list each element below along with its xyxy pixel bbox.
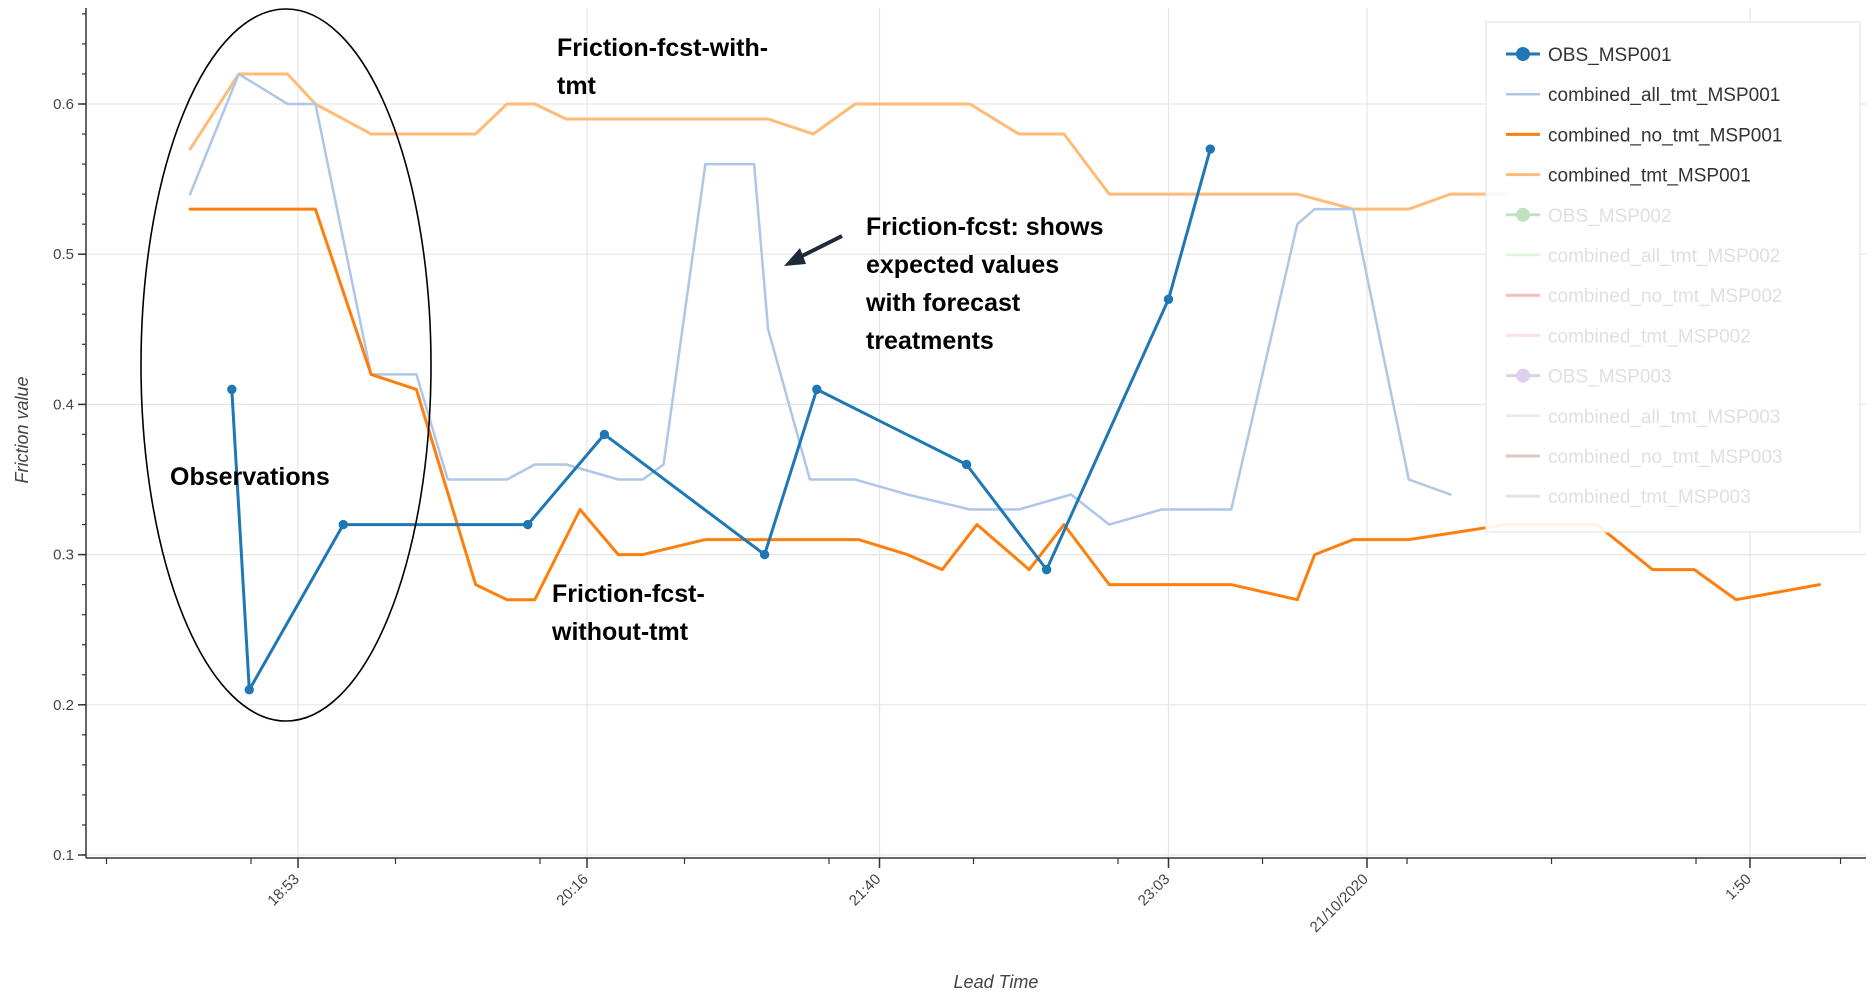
data-point-OBS_MSP001: [759, 549, 770, 560]
annotation-line: Friction-fcst-with-: [557, 34, 768, 62]
annotation-line: tmt: [557, 72, 597, 100]
series-line-combined_tmt_MSP001: [188, 72, 1508, 211]
legend-item-combined_no_tmt_MSP002[interactable]: combined_no_tmt_MSP002: [1506, 286, 1782, 307]
data-point-OBS_MSP001: [1163, 294, 1174, 304]
legend-item-combined_no_tmt_MSP001[interactable]: combined_no_tmt_MSP001: [1506, 125, 1782, 146]
annotation-arrow-head: [784, 248, 806, 266]
y-tick-label: 0.1: [53, 847, 74, 864]
legend-swatch-marker: [1516, 368, 1530, 383]
annotation-line: treatments: [866, 327, 994, 355]
legend-item-combined_no_tmt_MSP003[interactable]: combined_no_tmt_MSP003: [1506, 447, 1782, 468]
x-axis-title: Lead Time: [954, 972, 1039, 992]
y-tick-label: 0.3: [53, 547, 74, 564]
annotation-line: Observations: [170, 463, 330, 491]
legend-label: combined_tmt_MSP001: [1548, 166, 1751, 187]
legend-item-combined_tmt_MSP003[interactable]: combined_tmt_MSP003: [1506, 487, 1751, 508]
legend-label: combined_all_tmt_MSP003: [1548, 407, 1780, 428]
data-point-OBS_MSP001: [1041, 564, 1052, 575]
legend-label: combined_tmt_MSP002: [1548, 326, 1751, 347]
legend-item-combined_all_tmt_MSP001[interactable]: combined_all_tmt_MSP001: [1506, 85, 1780, 106]
legend-label: combined_no_tmt_MSP002: [1548, 286, 1782, 307]
y-axis-title: Friction value: [12, 376, 32, 483]
annotation-line: Friction-fcst-: [552, 580, 705, 608]
annotation-line: Friction-fcst: shows: [866, 213, 1104, 241]
annotation-line: expected values: [866, 251, 1059, 279]
data-point-OBS_MSP001: [227, 384, 237, 395]
legend-item-combined_all_tmt_MSP003[interactable]: combined_all_tmt_MSP003: [1506, 407, 1780, 428]
legend-label: combined_all_tmt_MSP002: [1548, 246, 1780, 267]
y-tick-label: 0.4: [53, 396, 74, 413]
data-point-OBS_MSP001: [1205, 144, 1215, 154]
annotation-line: without-tmt: [551, 618, 689, 646]
legend-label: OBS_MSP003: [1548, 367, 1672, 388]
legend-item-OBS_MSP002[interactable]: OBS_MSP002: [1506, 206, 1672, 227]
legend-item-combined_tmt_MSP002[interactable]: combined_tmt_MSP002: [1506, 326, 1751, 347]
observations-ellipse: [140, 8, 432, 722]
legend-label: combined_tmt_MSP003: [1548, 487, 1751, 508]
legend-item-combined_tmt_MSP001[interactable]: combined_tmt_MSP001: [1506, 166, 1751, 187]
grid: [86, 8, 1866, 858]
legend-swatch-marker: [1516, 47, 1530, 61]
data-point-OBS_MSP001: [244, 685, 254, 695]
legend-box: [1485, 21, 1861, 533]
legend-label: combined_all_tmt_MSP001: [1548, 85, 1780, 106]
series-line-combined_all_tmt_MSP001: [188, 72, 1452, 526]
y-tick-label: 0.2: [53, 697, 74, 714]
legend-item-OBS_MSP003[interactable]: OBS_MSP003: [1506, 367, 1672, 388]
annotation-with_tmt: Friction-fcst-with-tmt: [557, 34, 768, 100]
annotation-line: with forecast: [865, 289, 1021, 317]
legend-label: combined_no_tmt_MSP003: [1548, 447, 1782, 468]
series-layer: [188, 72, 1822, 695]
legend-label: combined_no_tmt_MSP001: [1548, 125, 1782, 146]
data-point-OBS_MSP001: [338, 519, 348, 530]
legend-item-OBS_MSP001[interactable]: OBS_MSP001: [1506, 45, 1672, 66]
data-point-OBS_MSP001: [812, 384, 822, 395]
y-tick-label: 0.5: [53, 246, 74, 263]
data-point-OBS_MSP001: [961, 459, 972, 470]
legend-swatch-marker: [1516, 207, 1530, 222]
legend-label: OBS_MSP001: [1548, 45, 1672, 66]
legend-label: OBS_MSP002: [1548, 206, 1672, 227]
legend-item-combined_all_tmt_MSP002[interactable]: combined_all_tmt_MSP002: [1506, 246, 1780, 267]
annotation-without_tmt: Friction-fcst-without-tmt: [551, 580, 705, 646]
annotation-arrow-line: [797, 234, 843, 260]
data-point-OBS_MSP001: [523, 519, 533, 530]
annotation-fcst: Friction-fcst: shows expected values with …: [865, 213, 1104, 355]
annotation-observations: Observations: [170, 463, 330, 491]
legend[interactable]: OBS_MSP001 combined_all_tmt_MSP001combine…: [1485, 21, 1861, 533]
annotations-layer: Friction-fcst-with-tmt Friction-fcst: sho…: [140, 8, 1104, 722]
y-tick-label: 0.6: [53, 96, 74, 113]
data-point-OBS_MSP001: [599, 429, 610, 440]
